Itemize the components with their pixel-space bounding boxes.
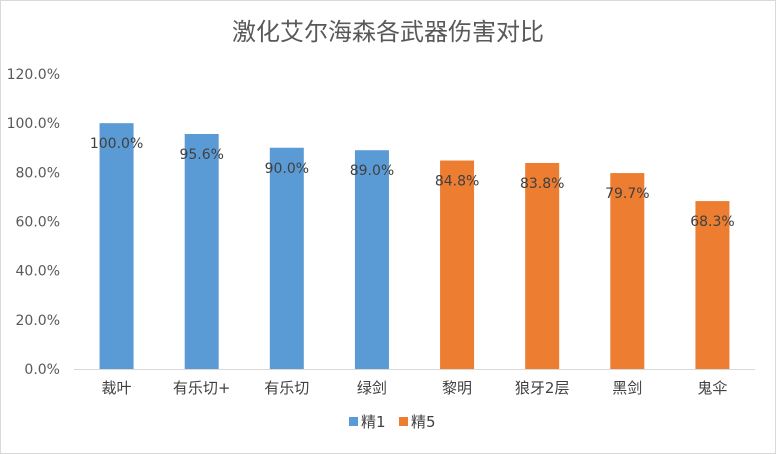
y-tick-label: 100.0% xyxy=(7,116,60,132)
legend-label: 精1 xyxy=(361,413,386,431)
x-tick-label: 有乐切 xyxy=(264,379,309,397)
bar xyxy=(354,150,389,369)
data-label: 84.8% xyxy=(435,174,479,190)
bar xyxy=(525,162,560,369)
bar xyxy=(610,173,645,369)
legend: 精1 精5 xyxy=(349,413,436,431)
x-tick-label: 黑剑 xyxy=(612,379,642,397)
x-tick-label: 有乐切+ xyxy=(173,379,231,397)
chart-title: 激化艾尔海森各武器伤害对比 xyxy=(232,18,544,46)
data-label: 83.8% xyxy=(520,176,564,192)
y-tick-label: 80.0% xyxy=(16,165,60,181)
data-label: 89.0% xyxy=(350,163,394,179)
data-label: 79.7% xyxy=(605,186,649,202)
y-tick-label: 0.0% xyxy=(24,362,60,378)
bar xyxy=(184,133,219,369)
bars: 100.0% 裁叶 95.6% 有乐切+ 90.0% 有乐切 89.0% 绿剑 84.8% 黎明 8… xyxy=(90,123,735,397)
data-label: 100.0% xyxy=(90,136,143,152)
legend-swatch xyxy=(349,417,358,426)
x-tick-label: 黎明 xyxy=(442,379,472,397)
legend-swatch xyxy=(399,417,408,426)
y-tick-label: 20.0% xyxy=(16,313,60,329)
bar xyxy=(695,201,730,369)
y-tick-label: 60.0% xyxy=(16,215,60,231)
data-label: 95.6% xyxy=(179,147,223,163)
x-tick-label: 鬼伞 xyxy=(697,379,727,397)
bar xyxy=(269,147,304,369)
axes: 0.0% 20.0% 40.0% 60.0% 80.0% 100.0% 120.0% xyxy=(7,67,755,378)
x-tick-label: 狼牙2层 xyxy=(515,379,570,397)
x-tick-label: 绿剑 xyxy=(357,379,387,397)
bar xyxy=(440,160,475,369)
y-tick-label: 120.0% xyxy=(7,67,60,83)
bar xyxy=(99,123,134,370)
x-tick-label: 裁叶 xyxy=(102,379,132,397)
legend-label: 精5 xyxy=(411,413,436,431)
y-tick-label: 40.0% xyxy=(16,264,60,280)
data-label: 68.3% xyxy=(690,214,734,230)
data-label: 90.0% xyxy=(265,161,309,177)
